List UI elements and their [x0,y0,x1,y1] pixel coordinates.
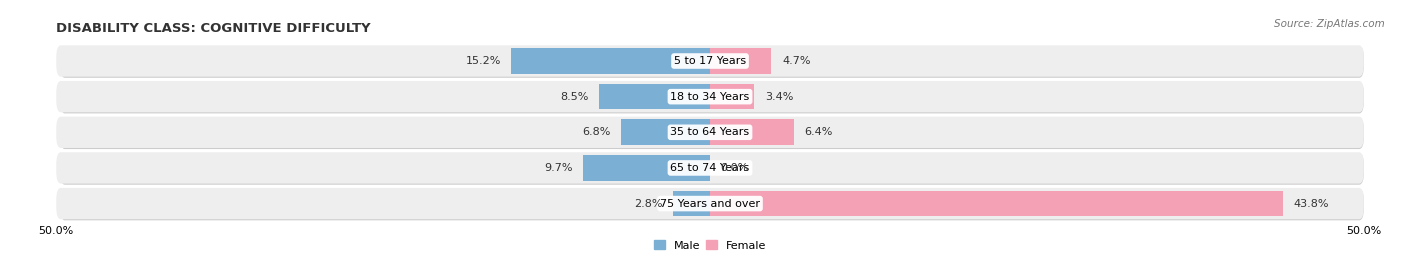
FancyBboxPatch shape [60,46,1364,78]
Text: 43.8%: 43.8% [1294,198,1329,209]
FancyBboxPatch shape [56,152,1364,184]
Text: 3.4%: 3.4% [765,92,793,102]
FancyBboxPatch shape [56,188,1364,219]
Text: 0.0%: 0.0% [720,163,749,173]
Text: Source: ZipAtlas.com: Source: ZipAtlas.com [1274,19,1385,29]
Bar [710,191,1282,217]
Text: 6.4%: 6.4% [804,127,832,137]
Bar [710,48,772,74]
Bar [710,84,755,110]
Text: 8.5%: 8.5% [560,92,589,102]
Text: 6.8%: 6.8% [582,127,610,137]
Text: 4.7%: 4.7% [782,56,810,66]
Bar [583,155,710,181]
FancyBboxPatch shape [60,82,1364,113]
Text: 75 Years and over: 75 Years and over [659,198,761,209]
Bar [599,84,710,110]
FancyBboxPatch shape [60,118,1364,149]
Text: 2.8%: 2.8% [634,198,664,209]
Text: 15.2%: 15.2% [465,56,501,66]
Bar [710,119,794,145]
Text: 9.7%: 9.7% [544,163,572,173]
Text: 5 to 17 Years: 5 to 17 Years [673,56,747,66]
Text: 18 to 34 Years: 18 to 34 Years [671,92,749,102]
Bar [673,191,710,217]
FancyBboxPatch shape [56,117,1364,148]
Legend: Male, Female: Male, Female [650,236,770,255]
Bar [621,119,710,145]
FancyBboxPatch shape [56,45,1364,77]
FancyBboxPatch shape [60,189,1364,220]
FancyBboxPatch shape [56,81,1364,112]
Text: 65 to 74 Years: 65 to 74 Years [671,163,749,173]
Text: 35 to 64 Years: 35 to 64 Years [671,127,749,137]
Bar [512,48,710,74]
Text: DISABILITY CLASS: COGNITIVE DIFFICULTY: DISABILITY CLASS: COGNITIVE DIFFICULTY [56,22,371,35]
FancyBboxPatch shape [60,153,1364,185]
